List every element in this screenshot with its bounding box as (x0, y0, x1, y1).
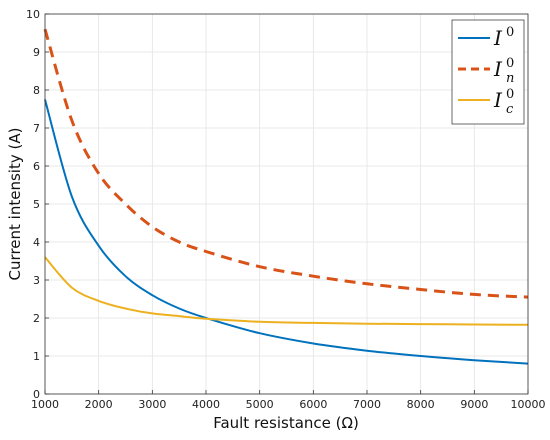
legend-label-3: I (493, 88, 503, 112)
x-tick-label: 1000 (31, 398, 59, 411)
x-tick-label: 7000 (353, 398, 381, 411)
y-tick-label: 0 (33, 388, 40, 401)
y-tick-label: 10 (26, 8, 40, 21)
y-axis-label: Current intensity (A) (6, 128, 24, 281)
y-tick-label: 7 (33, 122, 40, 135)
y-tick-label: 5 (33, 198, 40, 211)
x-tick-label: 9000 (460, 398, 488, 411)
series-line-1 (44, 99, 529, 365)
y-tick-label: 2 (33, 312, 40, 325)
series-lines (43, 28, 529, 365)
legend-subscript-3: c (506, 102, 514, 117)
y-tick-label: 8 (33, 84, 40, 97)
legend: I 0I 0nI 0c (451, 19, 525, 125)
legend-superscript-1: 0 (506, 25, 514, 40)
x-tick-label: 8000 (407, 398, 435, 411)
y-axis-ticks: 0 1 2 3 4 5 6 7 8 9 10 (26, 8, 49, 401)
y-tick-label: 1 (33, 350, 40, 363)
x-tick-label: 10000 (511, 398, 546, 411)
x-tick-label: 3000 (138, 398, 166, 411)
y-tick-label: 9 (33, 46, 40, 59)
y-tick-label: 3 (33, 274, 40, 287)
x-tick-label: 2000 (85, 398, 113, 411)
legend-superscript-2: 0 (506, 56, 514, 71)
series-line-3 (44, 256, 529, 326)
y-tick-label: 6 (33, 160, 40, 173)
legend-superscript-3: 0 (506, 87, 514, 102)
legend-label-1: I (493, 26, 503, 50)
x-axis-label: Fault resistance (Ω) (213, 414, 359, 432)
x-tick-label: 5000 (246, 398, 274, 411)
x-axis-ticks: 1000 2000 3000 4000 5000 6000 7000 8000 9000 1000… (31, 390, 546, 411)
y-tick-label: 4 (33, 236, 40, 249)
legend-subscript-2: n (506, 71, 514, 86)
x-tick-label: 6000 (299, 398, 327, 411)
series-line-2 (43, 28, 529, 299)
x-tick-label: 4000 (192, 398, 220, 411)
legend-label-2: I (493, 57, 503, 81)
